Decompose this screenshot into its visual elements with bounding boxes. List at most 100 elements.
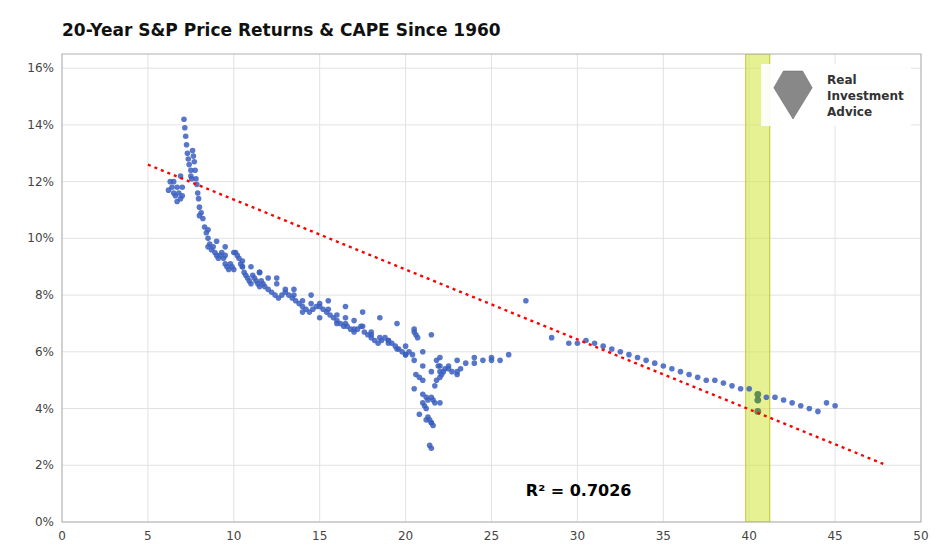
scatter-point (205, 244, 211, 250)
y-tick-label: 8% (35, 288, 54, 302)
scatter-point (351, 326, 357, 332)
scatter-point (410, 352, 416, 358)
y-grid-line (62, 465, 921, 466)
scatter-point (188, 173, 194, 179)
x-grid-line (491, 54, 492, 522)
x-grid-line (663, 54, 664, 522)
scatter-point (432, 383, 438, 389)
scatter-point (592, 341, 598, 347)
scatter-point (222, 253, 228, 259)
scatter-point (360, 309, 366, 315)
scatter-point (423, 417, 429, 423)
scatter-point (432, 400, 438, 406)
logo-icon (774, 71, 812, 119)
scatter-point (197, 204, 203, 210)
x-tick-label: 30 (570, 529, 585, 543)
scatter-point (300, 309, 306, 315)
axes: 051015202530354045500%2%4%6%8%10%12%14%1… (27, 61, 928, 543)
scatter-point (197, 213, 203, 219)
x-grid-line (233, 54, 234, 522)
series-1 (754, 391, 761, 415)
scatter-point (652, 360, 658, 366)
scatter-point (334, 321, 340, 327)
plot-frame (62, 54, 921, 522)
scatter-point (169, 185, 175, 191)
scatter-point (179, 185, 185, 191)
scatter-point (191, 159, 197, 165)
scatter-point (179, 193, 185, 199)
y-tick-label: 10% (27, 231, 54, 245)
scatter-point (240, 258, 246, 264)
scatter-point (454, 369, 460, 375)
scatter-point (411, 358, 417, 364)
scatter-point (807, 406, 813, 412)
scatter-point (437, 400, 443, 406)
scatter-point (686, 372, 692, 378)
scatter-point (274, 281, 280, 287)
scatter-point (506, 352, 512, 358)
scatter-point (429, 420, 435, 426)
scatter-point (678, 369, 684, 375)
scatter-point (174, 185, 180, 191)
series-0 (166, 116, 838, 451)
scatter-point (429, 445, 435, 451)
scatter-point (257, 270, 263, 276)
y-tick-label: 6% (35, 345, 54, 359)
scatter-point (205, 227, 211, 233)
scatter-point (308, 301, 314, 307)
y-tick-label: 12% (27, 175, 54, 189)
scatter-point (192, 167, 198, 173)
scatter-point (181, 116, 187, 122)
scatter-point (248, 264, 254, 270)
scatter-point (423, 406, 429, 412)
scatter-point (420, 392, 426, 398)
scatter-point (257, 270, 263, 276)
x-tick-label: 10 (226, 529, 241, 543)
scatter-point (643, 358, 649, 364)
scatter-point (291, 287, 297, 293)
logo-text-line: Advice (827, 105, 872, 119)
scatter-point (523, 298, 529, 304)
scatter-point (191, 153, 197, 159)
x-tick-label: 5 (144, 529, 152, 543)
scatter-point (420, 363, 426, 369)
chart: 051015202530354045500%2%4%6%8%10%12%14%1… (0, 0, 941, 557)
scatter-point (231, 267, 237, 273)
scatter-point (190, 148, 196, 154)
scatter-point (205, 236, 211, 242)
scatter-point (746, 386, 752, 392)
scatter-point (317, 315, 323, 321)
x-tick-label: 50 (913, 529, 928, 543)
scatter-point (403, 352, 409, 358)
scatter-point (497, 358, 503, 364)
scatter-point (626, 352, 632, 358)
logo-text-line: Investment (827, 89, 904, 103)
scatter-point (325, 298, 331, 304)
scatter-point (832, 403, 838, 409)
y-grid-line (62, 408, 921, 409)
scatter-point (403, 343, 409, 349)
scatter-point (417, 411, 423, 417)
scatter-point (738, 386, 744, 392)
scatter-point (712, 377, 718, 383)
plot-background (62, 54, 921, 522)
scatter-point (274, 275, 280, 281)
scatter-point (394, 346, 400, 352)
scatter-point (291, 292, 297, 298)
y-tick-label: 16% (27, 61, 54, 75)
scatter-point (343, 304, 349, 310)
scatter-point (454, 358, 460, 364)
scatter-point (182, 125, 188, 131)
scatter-point (386, 338, 392, 344)
y-grid-line (62, 238, 921, 239)
scatter-point (171, 179, 177, 185)
scatter-point (317, 304, 323, 310)
scatter-point (283, 287, 289, 293)
x-tick-label: 45 (827, 529, 842, 543)
scatter-point (437, 355, 443, 361)
scatter-point (437, 363, 443, 369)
scatter-point (186, 162, 192, 168)
scatter-point (240, 264, 246, 270)
x-grid-line (319, 54, 320, 522)
scatter-point (600, 343, 606, 349)
